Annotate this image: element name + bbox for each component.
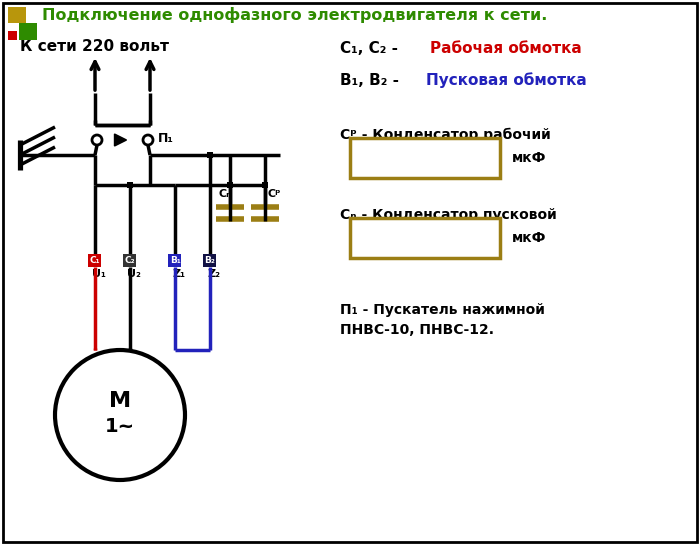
Circle shape xyxy=(143,135,153,145)
Text: М: М xyxy=(109,391,131,411)
Text: П₁: П₁ xyxy=(158,131,174,144)
Text: С₂: С₂ xyxy=(125,256,135,264)
Text: 1~: 1~ xyxy=(105,417,135,437)
Text: С₁: С₁ xyxy=(90,256,100,264)
Bar xyxy=(350,138,500,178)
Text: В₂: В₂ xyxy=(204,256,216,264)
Circle shape xyxy=(92,135,102,145)
Circle shape xyxy=(55,350,185,480)
Text: Сₙ - Конденсатор пусковой: Сₙ - Конденсатор пусковой xyxy=(340,208,556,222)
Text: Z₂: Z₂ xyxy=(207,269,220,279)
Bar xyxy=(262,182,268,188)
Text: мкФ: мкФ xyxy=(512,151,547,165)
Bar xyxy=(127,182,133,188)
Bar xyxy=(207,152,213,158)
Text: В₁, В₂ -: В₁, В₂ - xyxy=(340,72,405,88)
Text: U₁: U₁ xyxy=(92,269,106,279)
Text: Пусковая обмотка: Пусковая обмотка xyxy=(426,72,587,88)
Text: Подключение однофазного электродвигателя к сети.: Подключение однофазного электродвигателя… xyxy=(42,7,547,23)
Text: мкФ: мкФ xyxy=(512,231,547,245)
Text: П₁ - Пускатель нажимной: П₁ - Пускатель нажимной xyxy=(340,303,545,317)
Text: Рабочая обмотка: Рабочая обмотка xyxy=(430,40,582,56)
Bar xyxy=(168,254,181,267)
Text: U₂: U₂ xyxy=(127,269,141,279)
Polygon shape xyxy=(115,134,127,146)
Bar xyxy=(8,31,17,40)
Bar xyxy=(88,254,101,267)
Bar xyxy=(203,254,216,267)
Bar xyxy=(227,182,233,188)
Text: Сᵖ: Сᵖ xyxy=(267,189,281,199)
Bar xyxy=(19,23,37,40)
Text: Сᵖ - Конденсатор рабочий: Сᵖ - Конденсатор рабочий xyxy=(340,128,551,142)
Bar xyxy=(350,218,500,258)
Text: В₁: В₁ xyxy=(169,256,181,264)
Text: ПНВС-10, ПНВС-12.: ПНВС-10, ПНВС-12. xyxy=(340,323,494,337)
Text: К сети 220 вольт: К сети 220 вольт xyxy=(20,39,169,53)
Bar xyxy=(123,254,136,267)
Text: Сₙ: Сₙ xyxy=(218,189,232,199)
Text: С₁, С₂ -: С₁, С₂ - xyxy=(340,40,403,56)
Bar xyxy=(8,7,26,23)
Text: Z₁: Z₁ xyxy=(172,269,185,279)
